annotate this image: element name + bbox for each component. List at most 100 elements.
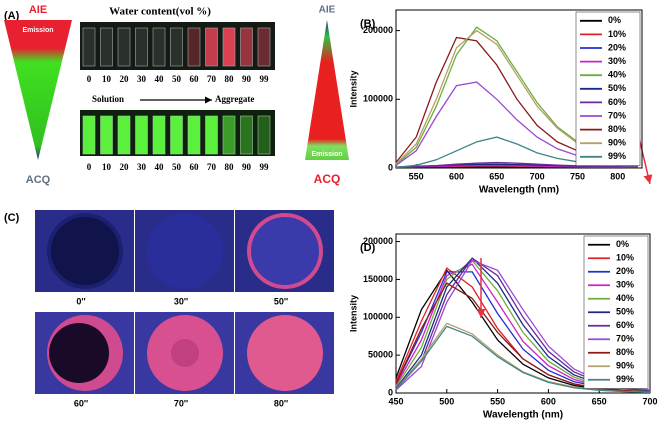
droplet-core <box>171 339 199 367</box>
x-tick-label: 700 <box>530 171 545 181</box>
emission-label: Emission <box>22 27 53 34</box>
water-title: Water content(vol %) <box>109 6 211 18</box>
water-number: 90 <box>242 74 252 84</box>
water-number: 90 <box>242 162 252 172</box>
x-tick-label: 800 <box>610 171 625 181</box>
water-number: 60 <box>190 162 200 172</box>
panel-label: (A) <box>4 10 20 22</box>
legend-label: 10% <box>616 253 634 263</box>
x-tick-label: 600 <box>541 396 556 406</box>
legend-label: 30% <box>616 280 634 290</box>
solution-label: Solution <box>92 94 124 104</box>
cuvette <box>257 115 271 155</box>
cuvette <box>152 27 166 67</box>
droplet-core <box>51 217 119 285</box>
x-axis-label: Wavelength (nm) <box>483 410 563 421</box>
cuvette <box>240 115 253 155</box>
x-tick-label: 600 <box>449 171 464 181</box>
cuvette <box>205 115 218 155</box>
water-number: 40 <box>155 74 165 84</box>
y-axis-label: Intensity <box>348 295 358 332</box>
cuvette <box>100 27 113 67</box>
x-tick-label: 550 <box>490 396 505 406</box>
legend-label: 50% <box>616 307 634 317</box>
water-number: 70 <box>207 162 217 172</box>
legend-label: 50% <box>608 83 626 93</box>
cuvette <box>135 27 148 67</box>
panel-label: (C) <box>4 212 20 224</box>
panel-label: (D) <box>360 242 376 254</box>
cuvette <box>187 115 201 155</box>
water-number: 0 <box>87 162 92 172</box>
cuvette <box>82 115 96 155</box>
y-tick-label: 100000 <box>363 94 393 104</box>
acq-right: ACQ <box>314 172 341 186</box>
cuvette <box>135 115 148 155</box>
x-tick-label: 700 <box>642 396 657 406</box>
legend-label: 30% <box>608 56 626 66</box>
y-tick-label: 100000 <box>363 312 393 322</box>
legend-label: 40% <box>608 70 626 80</box>
legend-label: 99% <box>616 374 634 384</box>
water-number: 10 <box>102 74 112 84</box>
cuvette <box>117 27 131 67</box>
legend-label: 99% <box>608 151 626 161</box>
cuvette <box>117 115 131 155</box>
water-number: 60 <box>190 74 200 84</box>
left-triangle <box>4 20 72 160</box>
x-tick-label: 750 <box>570 171 585 181</box>
y-axis-label: Intensity <box>348 70 358 107</box>
cuvette <box>170 115 183 155</box>
droplet-core <box>151 217 219 285</box>
legend-label: 10% <box>608 29 626 39</box>
legend-label: 40% <box>616 293 634 303</box>
y-tick-label: 0 <box>388 387 393 397</box>
emission-right: Emission <box>311 151 342 158</box>
time-label: 80'' <box>274 398 288 408</box>
x-tick-label: 450 <box>388 396 403 406</box>
legend-label: 80% <box>608 124 626 134</box>
cuvette <box>187 27 201 67</box>
cuvette <box>170 27 183 67</box>
water-number: 99 <box>260 162 270 172</box>
legend-label: 90% <box>616 361 634 371</box>
legend-label: 90% <box>608 138 626 148</box>
legend-label: 0% <box>608 15 621 25</box>
right-triangle <box>305 20 349 160</box>
droplet-core <box>251 217 319 285</box>
water-number: 50 <box>172 162 182 172</box>
cuvette <box>222 115 236 155</box>
x-tick-label: 650 <box>592 396 607 406</box>
spectrum-line <box>395 325 651 393</box>
spectrum-line <box>395 282 651 393</box>
water-number: 99 <box>260 74 270 84</box>
water-number: 50 <box>172 74 182 84</box>
cuvette <box>82 27 96 67</box>
water-number: 80 <box>225 162 235 172</box>
cuvette <box>152 115 166 155</box>
legend-label: 20% <box>608 42 626 52</box>
legend-label: 70% <box>616 334 634 344</box>
cuvette <box>257 27 271 67</box>
aie-right: AIE <box>319 5 336 16</box>
legend-label: 60% <box>608 97 626 107</box>
spectrum-line <box>395 161 639 168</box>
water-number: 30 <box>137 162 147 172</box>
cuvette <box>240 27 253 67</box>
water-number: 20 <box>120 162 130 172</box>
legend-label: 0% <box>616 239 629 249</box>
water-number: 80 <box>225 74 235 84</box>
droplet <box>247 315 323 391</box>
y-tick-label: 50000 <box>368 350 393 360</box>
water-number: 20 <box>120 74 130 84</box>
time-label: 0'' <box>76 296 85 306</box>
aie-label: AIE <box>29 4 47 16</box>
acq-label: ACQ <box>26 174 51 186</box>
cuvette <box>100 115 113 155</box>
legend-label: 60% <box>616 320 634 330</box>
water-number: 30 <box>137 74 147 84</box>
water-number: 40 <box>155 162 165 172</box>
y-tick-label: 200000 <box>363 236 393 246</box>
plot-frame <box>395 9 643 169</box>
